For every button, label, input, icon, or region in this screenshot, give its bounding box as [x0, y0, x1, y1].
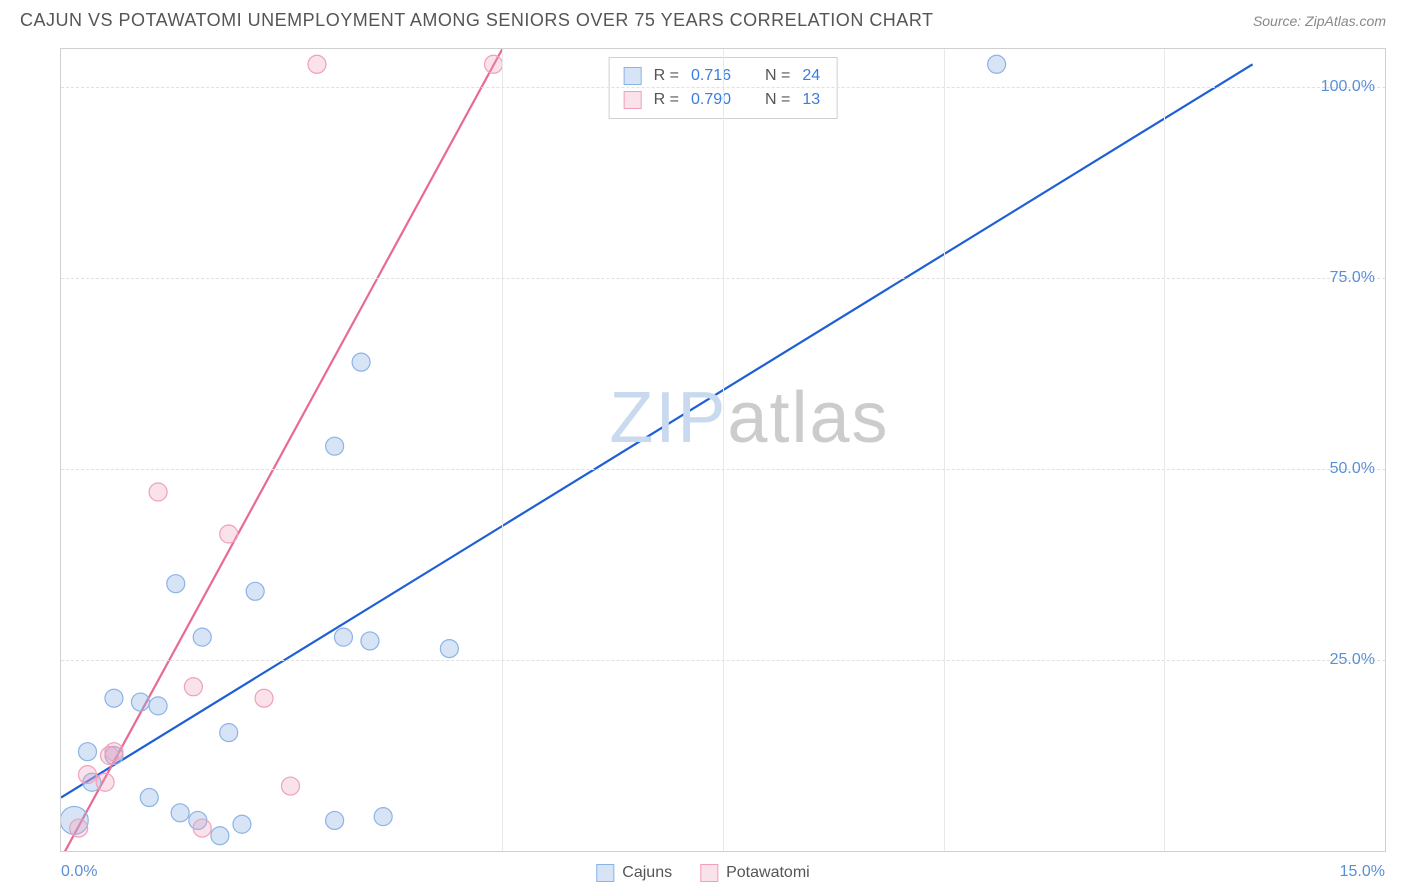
data-point	[326, 811, 344, 829]
data-point	[988, 55, 1006, 73]
y-tick-label: 50.0%	[1330, 460, 1375, 478]
data-point	[140, 789, 158, 807]
data-point	[78, 766, 96, 784]
data-point	[105, 743, 123, 761]
r-value: 0.716	[691, 64, 745, 88]
data-point	[233, 815, 251, 833]
data-point	[211, 827, 229, 845]
data-point	[334, 628, 352, 646]
data-point	[485, 55, 503, 73]
n-value: 24	[802, 64, 822, 88]
data-point	[184, 678, 202, 696]
data-point	[246, 582, 264, 600]
gridline-v	[502, 49, 503, 851]
chart-title: CAJUN VS POTAWATOMI UNEMPLOYMENT AMONG S…	[20, 10, 934, 31]
legend-swatch	[700, 864, 718, 882]
regression-line	[61, 49, 502, 851]
legend-series-label: Cajuns	[622, 864, 672, 882]
data-point	[131, 693, 149, 711]
n-label: N =	[765, 88, 790, 112]
legend-series: Cajuns Potawatomi	[596, 864, 809, 882]
r-value: 0.790	[691, 88, 745, 112]
data-point	[149, 483, 167, 501]
data-point	[352, 353, 370, 371]
data-point	[281, 777, 299, 795]
data-point	[149, 697, 167, 715]
n-value: 13	[802, 88, 822, 112]
gridline-v	[944, 49, 945, 851]
legend-swatch	[624, 67, 642, 85]
y-tick-label: 75.0%	[1330, 269, 1375, 287]
data-point	[70, 819, 88, 837]
data-point	[220, 724, 238, 742]
data-point	[193, 628, 211, 646]
data-point	[167, 575, 185, 593]
regression-line	[61, 64, 1253, 797]
data-point	[105, 689, 123, 707]
legend-swatch	[596, 864, 614, 882]
data-point	[220, 525, 238, 543]
n-label: N =	[765, 64, 790, 88]
x-tick-label: 0.0%	[61, 863, 97, 881]
source-attribution: Source: ZipAtlas.com	[1253, 13, 1386, 29]
x-tick-label: 15.0%	[1340, 863, 1385, 881]
correlation-chart: ZIPatlas R = 0.716 N = 24 R = 0.790 N = …	[60, 48, 1386, 852]
data-point	[193, 819, 211, 837]
y-tick-label: 25.0%	[1330, 651, 1375, 669]
r-label: R =	[654, 88, 679, 112]
data-point	[255, 689, 273, 707]
legend-series-item: Cajuns	[596, 864, 672, 882]
gridline-v	[1164, 49, 1165, 851]
plot-area: ZIPatlas R = 0.716 N = 24 R = 0.790 N = …	[61, 49, 1385, 851]
data-point	[308, 55, 326, 73]
legend-swatch	[624, 91, 642, 109]
data-point	[78, 743, 96, 761]
legend-series-item: Potawatomi	[700, 864, 810, 882]
r-label: R =	[654, 64, 679, 88]
gridline-v	[723, 49, 724, 851]
data-point	[440, 640, 458, 658]
data-point	[96, 773, 114, 791]
data-point	[374, 808, 392, 826]
data-point	[171, 804, 189, 822]
legend-series-label: Potawatomi	[726, 864, 810, 882]
data-point	[326, 437, 344, 455]
data-point	[361, 632, 379, 650]
y-tick-label: 100.0%	[1321, 78, 1375, 96]
